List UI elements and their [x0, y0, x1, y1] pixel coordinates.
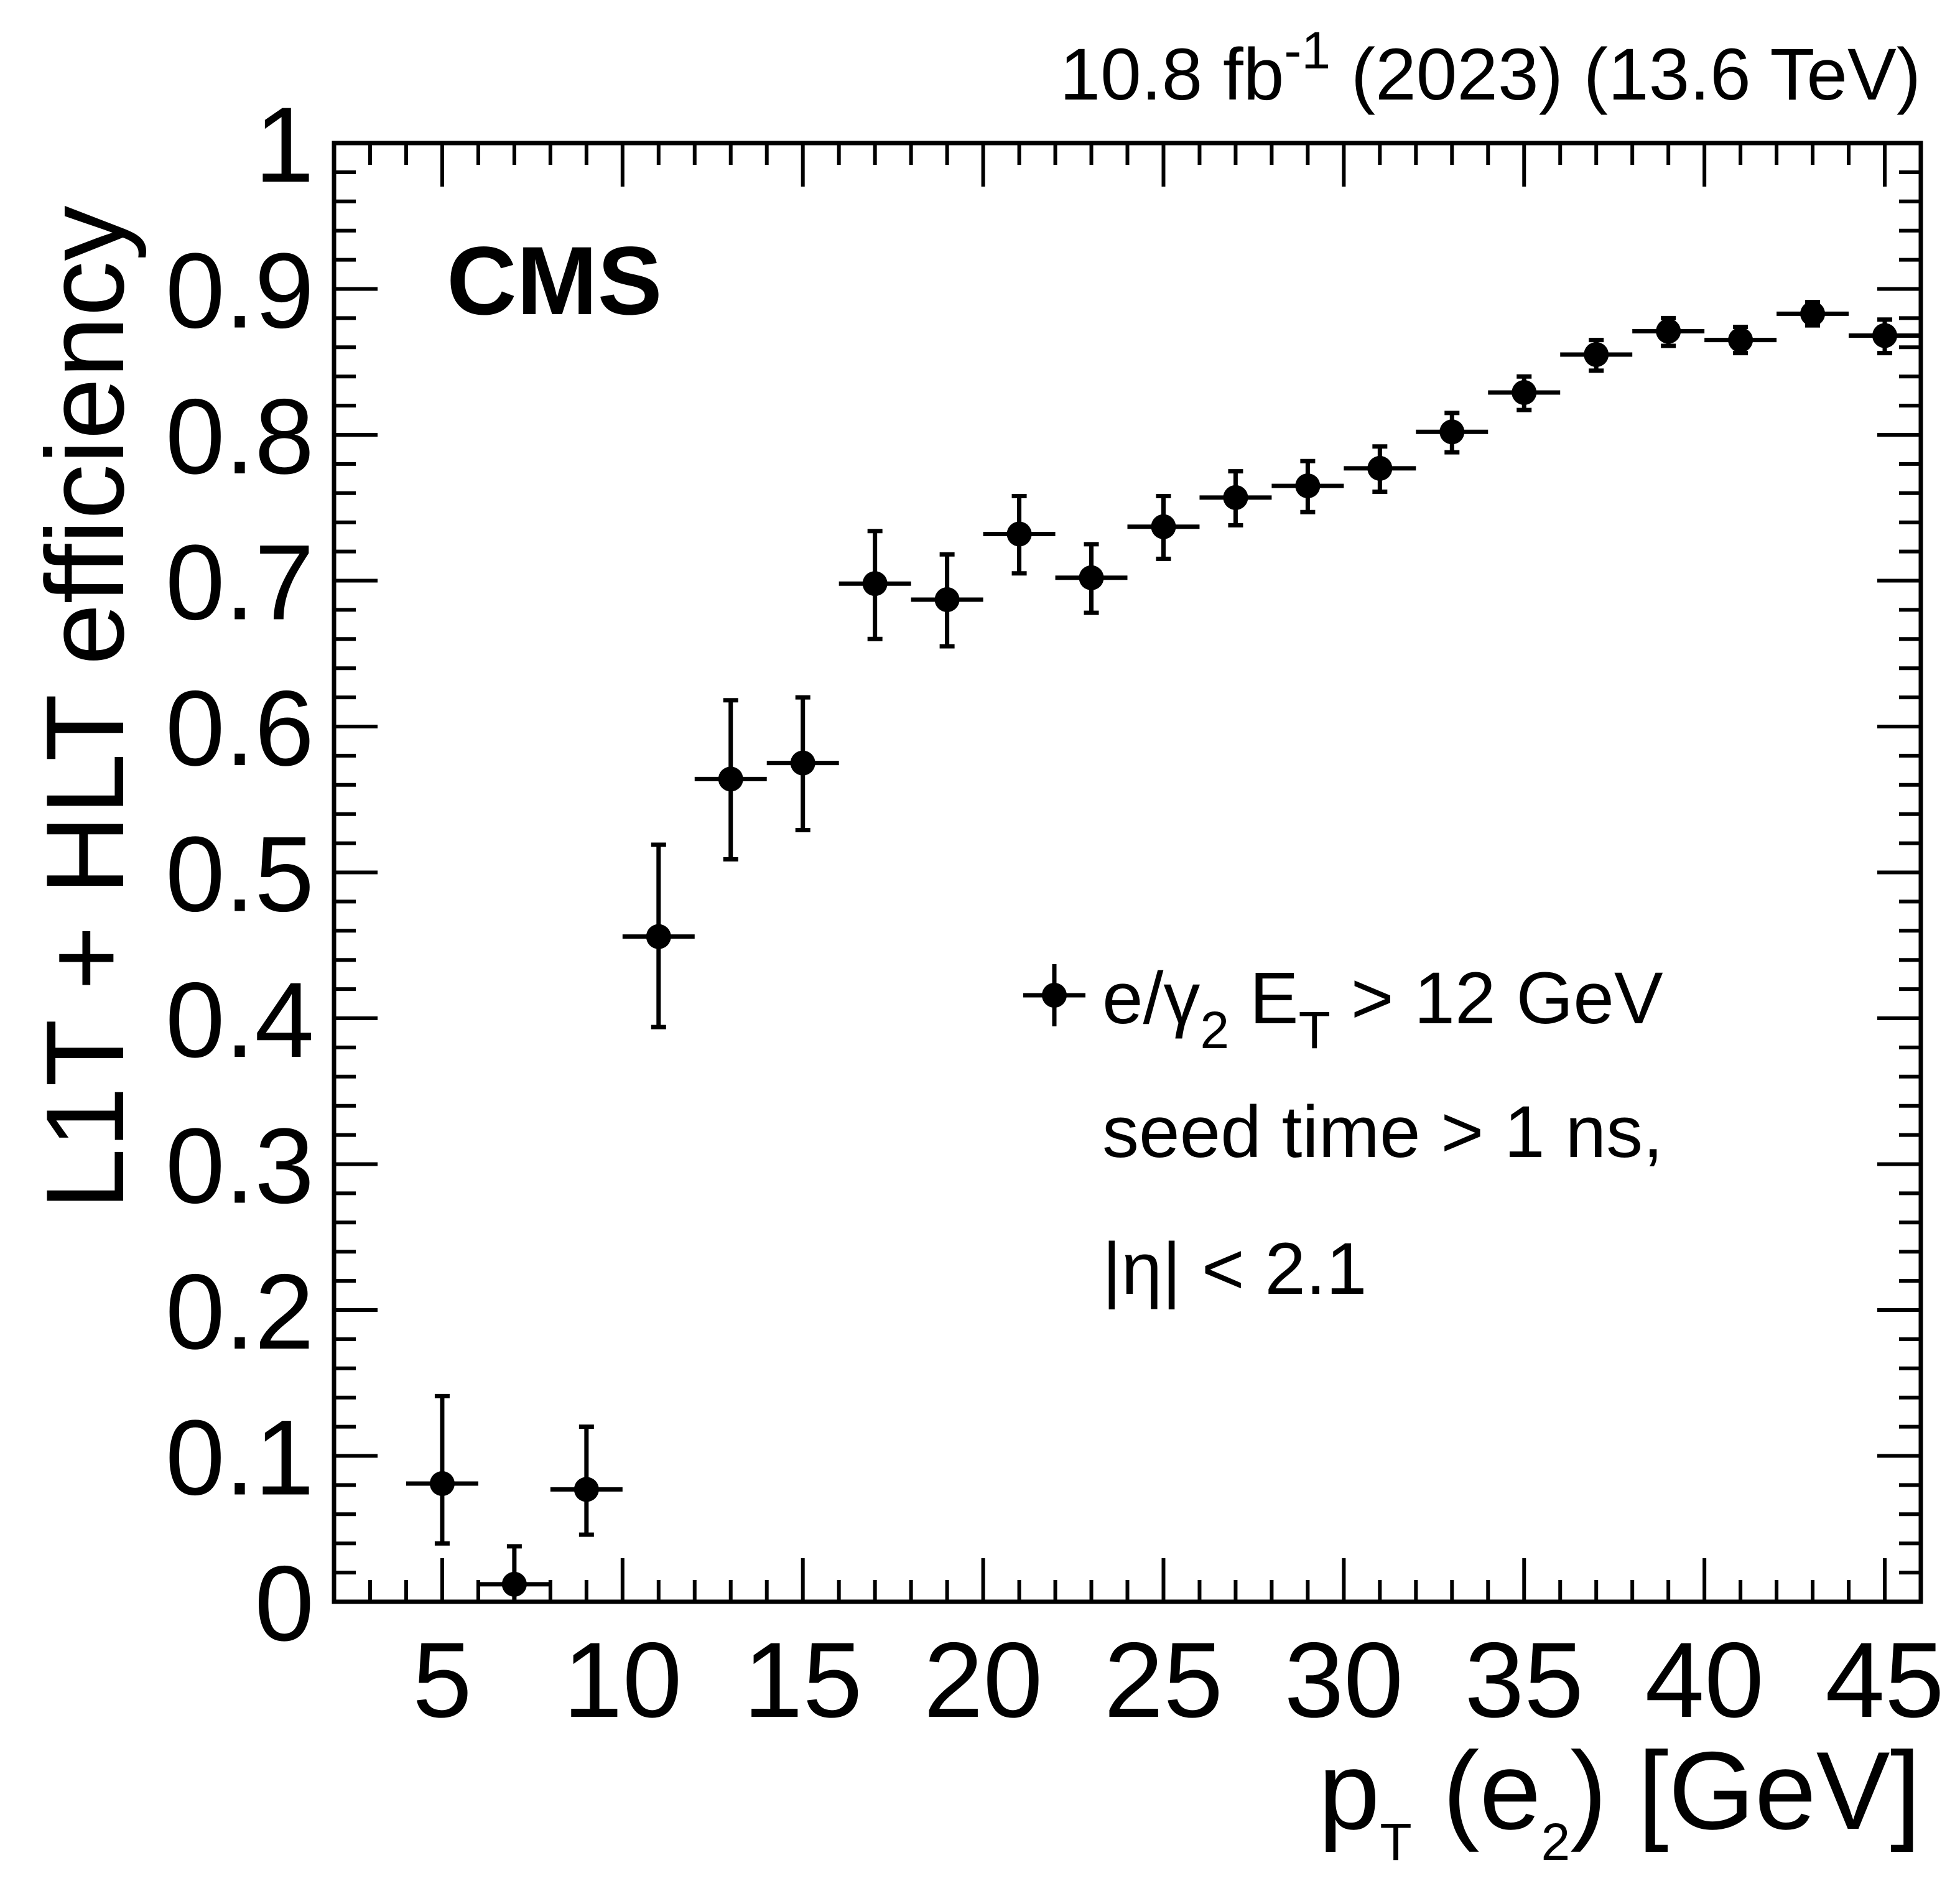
- data-point: [1416, 411, 1489, 455]
- y-tick-label: 0.4: [165, 960, 314, 1080]
- x-title-sub-t: T: [1380, 1813, 1411, 1871]
- x-tick-label: 10: [563, 1620, 682, 1740]
- x-tick-label: 25: [1104, 1620, 1223, 1740]
- y-tick-label: 0.9: [165, 231, 314, 351]
- y-tick-label: 0: [254, 1544, 314, 1663]
- legend: e/γ2 ET > 12 GeV seed time > 1 ns, |η| <…: [1023, 957, 1663, 1310]
- point-marker: [1223, 485, 1248, 510]
- legend-e: e/: [1102, 957, 1164, 1039]
- point-marker: [1584, 342, 1609, 368]
- plot-frame: [332, 141, 1923, 1604]
- data-point: [622, 842, 695, 1029]
- data-point: [1777, 300, 1849, 328]
- data-point: [478, 1544, 550, 1604]
- x-tick-label: 5: [412, 1620, 472, 1740]
- point-marker: [718, 766, 743, 792]
- data-point: [1127, 493, 1200, 561]
- y-tick-label: 0.6: [165, 669, 314, 788]
- lumi-rest: (2023) (13.6 TeV): [1331, 34, 1921, 116]
- point-marker: [1656, 318, 1681, 344]
- x-axis-title: pT (e2) [GeV]: [1318, 1729, 1921, 1871]
- data-point: [911, 552, 983, 649]
- legend-marker: [1023, 964, 1085, 1026]
- x-title-end: ) [GeV]: [1570, 1729, 1921, 1852]
- data-series: [406, 300, 1921, 1604]
- point-marker: [1728, 327, 1753, 353]
- data-point: [1344, 444, 1416, 494]
- y-tick-label: 0.5: [165, 815, 314, 934]
- point-marker: [790, 750, 815, 776]
- data-point: [1055, 542, 1128, 615]
- point-marker: [934, 587, 960, 612]
- y-tick-label: 0.8: [165, 377, 314, 496]
- x-tick-label: 40: [1645, 1620, 1763, 1740]
- data-point: [1488, 374, 1561, 412]
- data-point: [1632, 315, 1705, 348]
- y-tick-label: 1: [254, 85, 314, 205]
- x-title-p: p: [1318, 1729, 1380, 1852]
- point-marker: [1439, 419, 1465, 445]
- legend-gamma: γ: [1163, 957, 1200, 1039]
- y-tick-label: 0.3: [165, 1107, 314, 1226]
- data-point: [1199, 469, 1272, 527]
- x-tick-label: 45: [1825, 1620, 1944, 1740]
- x-title-sub-2: 2: [1541, 1813, 1570, 1871]
- x-tick-label: 30: [1284, 1620, 1403, 1740]
- x-tick-label: 20: [924, 1620, 1043, 1740]
- data-point: [766, 695, 839, 832]
- cms-label: CMS: [447, 227, 662, 335]
- data-point: [406, 1393, 478, 1546]
- x-tick-labels: 5 10 15 20 25 30 35 40 45: [412, 1620, 1944, 1740]
- point-marker: [574, 1477, 599, 1502]
- point-marker: [1512, 379, 1537, 405]
- point-marker: [1006, 521, 1032, 547]
- y-tick-label: 0.7: [165, 523, 314, 643]
- y-tick-label: 0.2: [165, 1252, 314, 1372]
- axis-ticks: [334, 141, 1921, 1604]
- point-marker: [1079, 565, 1104, 590]
- legend-E: E: [1229, 957, 1299, 1039]
- legend-threshold: > 12 GeV: [1331, 957, 1663, 1039]
- point-marker: [646, 924, 671, 949]
- x-title-mid: (e: [1412, 1729, 1541, 1852]
- data-point: [1704, 324, 1777, 356]
- legend-line-2: seed time > 1 ns,: [1102, 1091, 1663, 1173]
- x-tick-label: 35: [1465, 1620, 1584, 1740]
- legend-sub-2: 2: [1200, 1001, 1229, 1059]
- data-point: [694, 698, 767, 862]
- point-marker: [862, 571, 888, 597]
- lumi-exponent: -1: [1284, 21, 1331, 80]
- legend-line-3: |η| < 2.1: [1102, 1228, 1367, 1310]
- lumi-label: 10.8 fb-1 (2023) (13.6 TeV): [1060, 21, 1921, 116]
- y-tick-label: 0.1: [165, 1398, 314, 1518]
- data-point: [838, 529, 911, 641]
- point-marker: [1872, 323, 1898, 348]
- point-marker: [501, 1571, 527, 1597]
- point-marker: [1800, 301, 1826, 327]
- data-point: [550, 1424, 623, 1537]
- point-marker: [429, 1471, 455, 1497]
- data-point: [1849, 317, 1921, 356]
- x-tick-label: 15: [743, 1620, 862, 1740]
- point-marker: [1151, 514, 1176, 539]
- y-axis-title: L1T + HLT efficiency: [23, 206, 147, 1210]
- data-point: [1271, 458, 1344, 514]
- point-marker: [1295, 473, 1321, 499]
- y-tick-labels: 0 0.1 0.2 0.3 0.4 0.5 0.6 0.7 0.8 0.9 1: [165, 85, 314, 1663]
- point-marker: [1367, 455, 1393, 481]
- data-point: [983, 493, 1056, 576]
- legend-sub-T: T: [1299, 1001, 1331, 1059]
- data-point: [1560, 338, 1633, 373]
- legend-line-1: e/γ2 ET > 12 GeV: [1102, 957, 1663, 1059]
- lumi-value: 10.8 fb: [1060, 34, 1284, 116]
